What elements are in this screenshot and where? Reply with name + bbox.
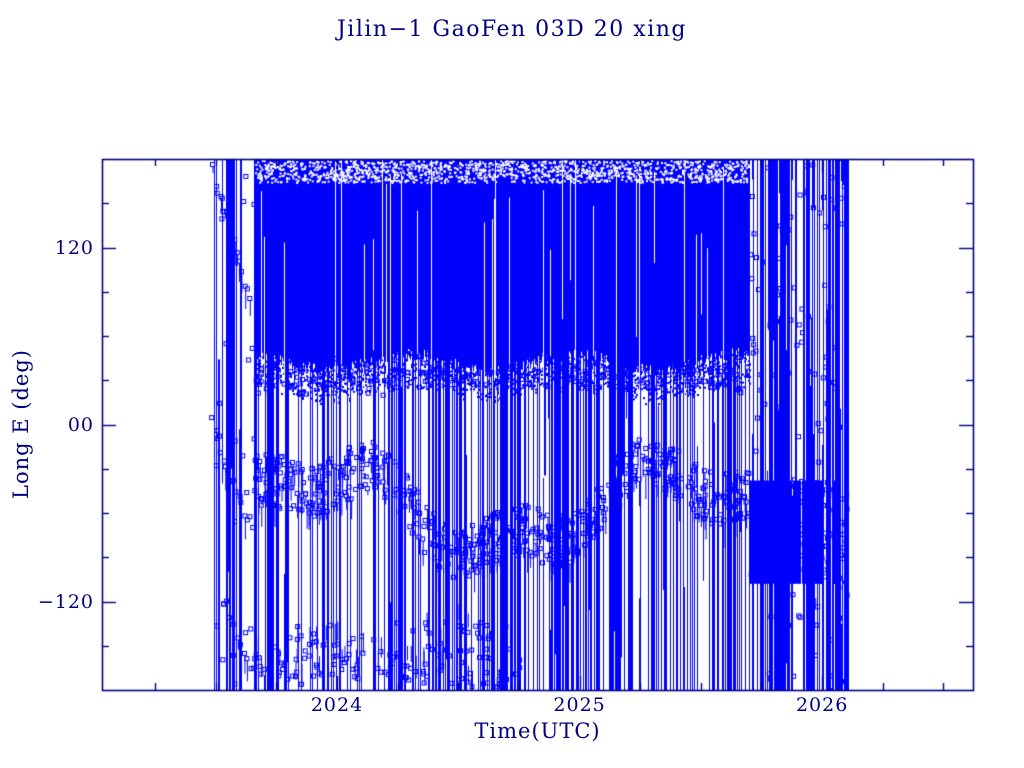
chart-title: Jilin−1 GaoFen 03D 20 xing	[336, 17, 687, 42]
y-tick-label-120: 120	[54, 236, 94, 259]
x-axis-label: Time(UTC)	[474, 719, 601, 743]
y-tick-label-00: 00	[67, 413, 94, 436]
x-tick-label-2024: 2024	[310, 694, 364, 716]
y-axis-label: Long E (deg)	[9, 349, 33, 499]
x-tick-label-2026: 2026	[795, 694, 849, 716]
y-tick-label-−120: −120	[37, 590, 94, 613]
x-tick-label-2025: 2025	[553, 694, 606, 716]
